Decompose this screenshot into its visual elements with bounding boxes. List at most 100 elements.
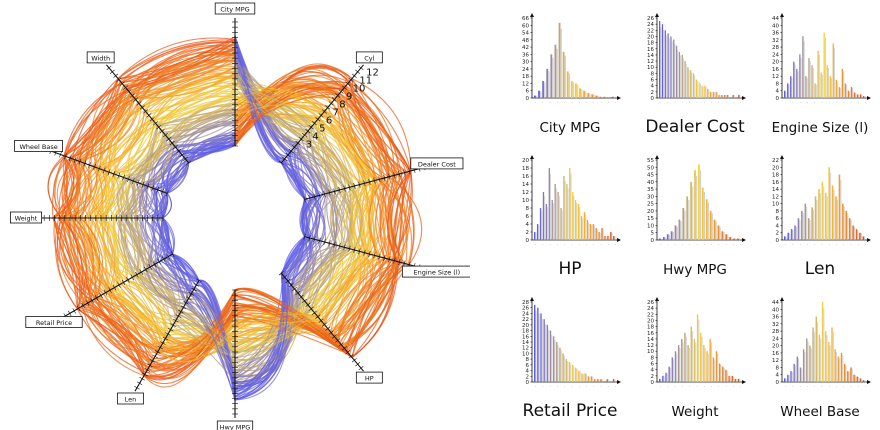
- histogram-bar-shadow: [599, 232, 601, 240]
- axis-tick: [333, 188, 336, 195]
- axis-tick: [135, 271, 139, 278]
- histogram-bar-shadow: [586, 374, 587, 382]
- histogram-bar-shadow: [544, 82, 546, 98]
- histogram-bar-shadow: [791, 77, 793, 98]
- y-tick-label: 30: [647, 194, 654, 200]
- y-tick-label: 48: [522, 38, 529, 44]
- y-tick-label: 45: [647, 173, 654, 179]
- histogram-title: Engine Size (l): [772, 120, 869, 136]
- x-tick-mark: ·: [563, 242, 567, 247]
- x-tick-mark: ·: [849, 242, 853, 247]
- histogram-bar: [847, 90, 850, 98]
- axis-tick: [321, 109, 327, 114]
- histogram-bar-shadow: [804, 351, 806, 382]
- x-tick-mark: ·: [592, 242, 596, 247]
- axis-tick: [170, 323, 176, 327]
- x-tick-mark: ·: [834, 384, 838, 389]
- axis-tick: [295, 140, 301, 146]
- histogram-bar: [678, 51, 681, 98]
- x-tick-mark: ·: [863, 100, 867, 105]
- histogram-bar-shadow: [836, 199, 838, 240]
- y-tick-label: 6: [651, 362, 655, 368]
- histogram-bar: [698, 164, 700, 240]
- x-tick-mark: ·: [688, 100, 692, 105]
- histogram-bar-shadow: [813, 209, 815, 240]
- y-tick-label: 24: [772, 52, 779, 58]
- y-tick-label: 6: [526, 214, 530, 220]
- histogram-bar-shadow: [864, 236, 866, 240]
- y-tick-label: 25: [647, 202, 654, 208]
- histogram-bar-shadow: [568, 73, 571, 98]
- record-curve: [66, 41, 412, 380]
- y-tick-label: 16: [647, 331, 654, 337]
- axis-tick: [351, 358, 357, 363]
- axis-tick: [72, 308, 76, 314]
- y-tick-label: 4: [776, 373, 780, 379]
- x-tick-mark: ·: [613, 100, 617, 105]
- histogram-bar: [835, 196, 837, 240]
- histogram-bar-shadow: [676, 226, 678, 240]
- histogram-bar: [809, 345, 811, 382]
- x-tick-mark: ·: [805, 384, 809, 389]
- axis-tick: [119, 81, 125, 86]
- histogram-bar-shadow: [695, 342, 697, 382]
- histogram-bar: [787, 232, 789, 240]
- axis-tick: [288, 282, 294, 288]
- axis-tick: [146, 113, 152, 118]
- histogram-bar-shadow: [572, 82, 575, 98]
- axis-tick: [355, 69, 361, 74]
- histogram-bar-shadow: [716, 92, 718, 98]
- y-tick-label: 0: [526, 380, 530, 386]
- axis-tick: [328, 101, 334, 106]
- histogram-bar: [718, 363, 721, 382]
- histogram-bar-shadow: [720, 365, 722, 382]
- histogram-bar-shadow: [538, 313, 540, 382]
- histogram-bar: [841, 68, 844, 98]
- axis-tick: [398, 259, 401, 266]
- histogram-bar-shadow: [830, 173, 832, 240]
- axis-line: [106, 64, 190, 164]
- axis-tick: [134, 385, 140, 390]
- x-tick-mark: ·: [666, 384, 670, 389]
- histogram-bar-shadow: [563, 355, 565, 382]
- axis-tick: [85, 300, 90, 306]
- histogram-bar-shadow: [540, 91, 542, 98]
- axis-tick: [99, 292, 103, 299]
- histogram-bar-shadow: [788, 375, 790, 382]
- histogram-bar-shadow: [605, 236, 607, 240]
- histogram-bar-shadow: [820, 338, 822, 382]
- axis-retail-price: Retail Price: [25, 251, 175, 328]
- axis-tick-label: 9: [346, 91, 352, 102]
- histogram-bar-shadow: [691, 72, 693, 98]
- histogram-bar-shadow: [535, 311, 537, 382]
- histogram-bar: [548, 168, 550, 240]
- axis-tick: [185, 296, 192, 301]
- histogram-bar: [556, 342, 558, 382]
- histogram-bar-shadow: [854, 226, 856, 240]
- histogram-bar: [539, 208, 542, 240]
- x-tick-mark: ·: [673, 242, 677, 247]
- histogram-bar-shadow: [807, 341, 809, 382]
- histogram-bar: [666, 234, 669, 240]
- y-tick-label: 24: [522, 311, 529, 317]
- x-tick-mark: ·: [555, 242, 559, 247]
- histogram-bar-shadow: [692, 331, 694, 382]
- axis-label: HP: [365, 375, 374, 383]
- axis-tick: [383, 255, 386, 262]
- record-curve: [79, 48, 395, 358]
- histogram-bar: [562, 51, 565, 98]
- axis-tick: [305, 129, 311, 134]
- axis-line: [304, 165, 429, 200]
- histogram-bar-shadow: [819, 193, 821, 240]
- histogram-title: Retail Price: [523, 401, 618, 421]
- y-tick-label: 4: [776, 89, 780, 95]
- x-tick-mark: ·: [738, 100, 742, 105]
- axis-tick: [81, 302, 85, 309]
- axis-tick: [325, 105, 331, 110]
- histogram-bar: [534, 232, 536, 240]
- histogram-title: City MPG: [539, 120, 600, 136]
- axis-tick: [107, 169, 111, 176]
- x-tick-mark: ·: [805, 100, 809, 105]
- y-tick-label: 14: [522, 182, 529, 188]
- histogram-bar: [686, 196, 689, 240]
